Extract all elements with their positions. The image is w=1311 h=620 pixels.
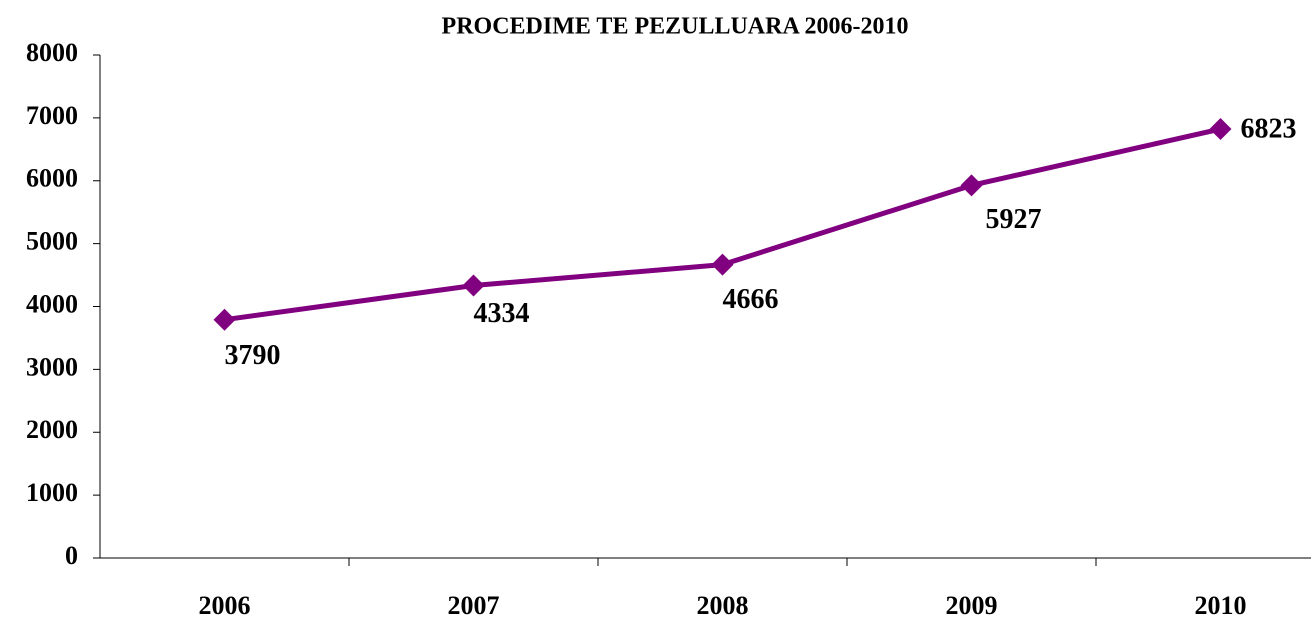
marker bbox=[1209, 118, 1232, 141]
y-tick-label: 3000 bbox=[26, 352, 78, 381]
x-tick-label: 2010 bbox=[1195, 591, 1247, 620]
marker bbox=[711, 253, 734, 276]
y-tick-label: 1000 bbox=[26, 478, 78, 507]
x-tick-label: 2006 bbox=[199, 591, 251, 620]
x-tick-label: 2008 bbox=[697, 591, 749, 620]
x-tick-label: 2007 bbox=[448, 591, 500, 620]
y-tick-label: 7000 bbox=[26, 101, 78, 130]
marker bbox=[462, 274, 485, 297]
data-label: 4666 bbox=[723, 284, 779, 315]
y-tick-label: 2000 bbox=[26, 415, 78, 444]
marker bbox=[960, 174, 983, 197]
data-label: 3790 bbox=[225, 340, 281, 371]
x-tick-label: 2009 bbox=[946, 591, 998, 620]
y-tick-label: 6000 bbox=[26, 164, 78, 193]
data-label: 4334 bbox=[474, 298, 530, 329]
data-label: 5927 bbox=[986, 204, 1042, 235]
y-tick-label: 8000 bbox=[26, 38, 78, 67]
y-tick-label: 5000 bbox=[26, 227, 78, 256]
y-tick-label: 0 bbox=[65, 541, 78, 570]
chart-title: PROCEDIME TE PEZULLUARA 2006-2010 bbox=[442, 14, 909, 40]
data-label: 6823 bbox=[1241, 113, 1297, 144]
marker bbox=[213, 308, 236, 331]
y-tick-label: 4000 bbox=[26, 289, 78, 318]
